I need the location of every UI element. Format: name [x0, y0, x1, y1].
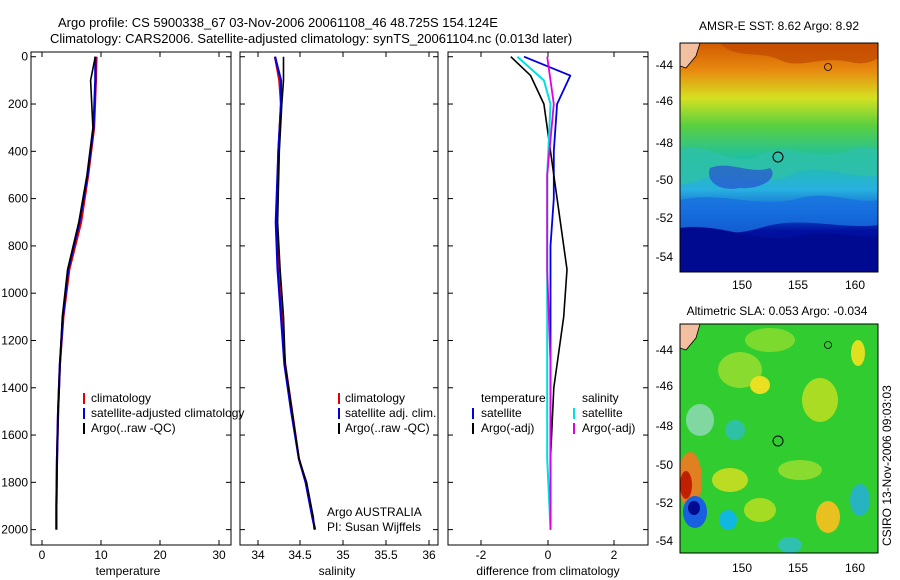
sal-tick-label: 35.5 [374, 548, 398, 562]
sla-map-title: Altimetric SLA: 0.053 Argo: -0.034 [687, 304, 868, 318]
temp-tick-label: 20 [153, 548, 167, 562]
sst-lon-tick: 160 [845, 278, 865, 292]
sla-island-marker [824, 341, 832, 349]
temp-legend-argo: Argo(..raw -QC) [91, 421, 176, 435]
figure-title-line1: Argo profile: CS 5900338_67 03-Nov-2006 … [58, 15, 498, 30]
depth-tick-label: 200 [8, 97, 28, 111]
sla-lat-tick: -48 [656, 419, 674, 433]
sla-map [680, 324, 878, 553]
diff-tick-label: 0 [545, 548, 552, 562]
series-line-salinity-argo-adj [546, 56, 555, 530]
depth-tick-label: 800 [8, 239, 28, 253]
depth-tick-label: 1600 [1, 428, 28, 442]
sal-tick-label: 36 [422, 548, 436, 562]
depth-axis: 0 200 400 600 800 1000 1200 1400 1600 1800 2000 [1, 50, 648, 537]
sst-lat-tick: -46 [656, 94, 674, 108]
sst-island-marker [824, 63, 832, 71]
difference-axis-label: difference from climatology [476, 564, 619, 578]
sst-map-title: AMSR-E SST: 8.62 Argo: 8.92 [699, 19, 859, 33]
temp-tick-label: 0 [39, 548, 46, 562]
profile-lines [55, 55, 572, 530]
depth-tick-label: 1400 [1, 381, 28, 395]
series-line-temperature-argo-adj [510, 56, 568, 530]
depth-tick-label: 0 [21, 50, 28, 64]
temp-legend-satellite: satellite-adjusted climatology [91, 406, 244, 420]
sst-map [680, 43, 878, 272]
sla-lon-tick: 160 [845, 561, 865, 575]
sla-lon-tick: 150 [732, 561, 752, 575]
series-line-argo-raw-qc [276, 56, 315, 530]
figure-title-line2: Climatology: CARS2006. Satellite-adjuste… [50, 31, 572, 46]
sst-lon-tick: 155 [788, 278, 808, 292]
depth-tick-label: 1200 [1, 333, 28, 347]
sst-lat-tick: -44 [656, 58, 674, 72]
sal-tick-label: 34.5 [288, 548, 312, 562]
sal-tick-label: 35 [336, 548, 350, 562]
sla-lat-tick: -50 [656, 458, 674, 472]
diff-legend-sal-title: salinity [582, 391, 619, 405]
sal-legend-satellite: satellite adj. clim. [345, 406, 436, 420]
sla-lat-tick: -52 [656, 496, 674, 510]
sst-lat-tick: -52 [656, 211, 674, 225]
sal-legend-argo: Argo(..raw -QC) [345, 421, 430, 435]
sst-argo-location-marker [772, 151, 784, 163]
sst-lat-tick: -48 [656, 136, 674, 150]
depth-tick-label: 1000 [1, 286, 28, 300]
diff-legend-temp-argo: Argo(-adj) [481, 421, 534, 435]
sla-lon-tick: 155 [788, 561, 808, 575]
series-line-argo-raw-qc [55, 56, 97, 530]
depth-tick-label: 2000 [1, 523, 28, 537]
temp-tick-label: 10 [94, 548, 108, 562]
sla-lat-tick: -46 [656, 379, 674, 393]
diff-legend-sal-satellite: satellite [582, 406, 623, 420]
temperature-panel-frame [30, 51, 232, 546]
salinity-axis-label: salinity [319, 564, 356, 578]
sla-lat-tick: -44 [656, 343, 674, 357]
diff-tick-label: 2 [611, 548, 618, 562]
diff-legend-temp-satellite: satellite [481, 406, 522, 420]
depth-tick-label: 1800 [1, 475, 28, 489]
diff-legend-sal-argo: Argo(-adj) [582, 421, 635, 435]
footer-stamp: CSIRO 13-Nov-2006 09:03:03 [880, 385, 894, 546]
temp-legend-climatology: climatology [91, 391, 151, 405]
sal-tick-label: 34 [251, 548, 265, 562]
argo-program-note: Argo AUSTRALIA [327, 505, 422, 519]
temp-tick-label: 30 [212, 548, 226, 562]
argo-pi-note: PI: Susan Wijffels [327, 520, 421, 534]
diff-tick-label: -2 [476, 548, 487, 562]
sal-legend-climatology: climatology [345, 391, 405, 405]
sla-argo-location-marker [772, 435, 784, 447]
sst-lat-tick: -54 [656, 250, 674, 264]
temperature-axis-label: temperature [96, 564, 161, 578]
sla-lat-tick: -54 [656, 534, 674, 548]
sst-lat-tick: -50 [656, 173, 674, 187]
depth-tick-label: 600 [8, 192, 28, 206]
depth-tick-label: 400 [8, 144, 28, 158]
salinity-panel-frame [239, 51, 439, 546]
diff-legend-temp-title: temperature [481, 391, 546, 405]
sst-lon-tick: 150 [732, 278, 752, 292]
